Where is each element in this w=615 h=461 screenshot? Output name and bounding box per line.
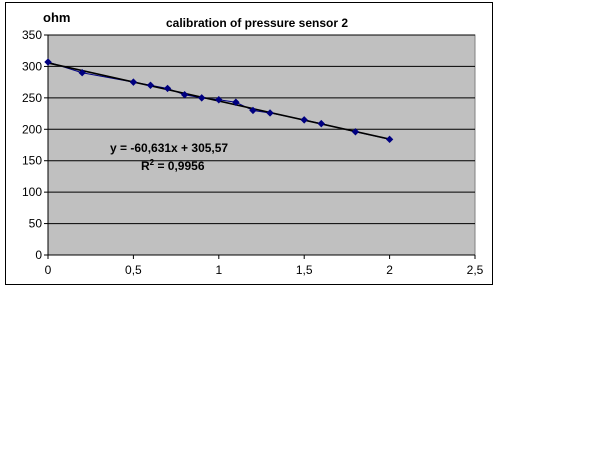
x-tick-label: 1 [215, 263, 222, 277]
data-point [78, 69, 86, 77]
x-tick-label: 0 [45, 263, 52, 277]
y-tick-label: 350 [22, 28, 42, 42]
plot-area [47, 34, 476, 256]
chart-frame: calibration of pressure sensor 2 ohm bar… [5, 2, 493, 285]
y-tick-label: 150 [22, 154, 42, 168]
r-squared-r: R [141, 159, 150, 173]
data-point [180, 91, 189, 99]
data-point [385, 135, 394, 144]
trendline-equation: y = -60,631x + 305,57 [110, 141, 228, 155]
data-point [163, 84, 172, 93]
trendline-annotation: y = -60,631x + 305,57 R2 = 0,9956 [110, 141, 228, 173]
y-tick-label: 100 [22, 185, 42, 199]
y-axis-label: ohm [43, 10, 70, 25]
data-point [198, 94, 206, 102]
x-tick-label: 1,5 [296, 263, 313, 277]
y-tick-label: 250 [22, 91, 42, 105]
x-tick-label: 2 [386, 263, 393, 277]
data-point [129, 78, 138, 86]
data-point [44, 58, 52, 66]
data-point [317, 119, 325, 128]
x-tick-label: 0,5 [125, 263, 142, 277]
y-tick-label: 50 [29, 217, 43, 231]
y-tick-label: 300 [22, 59, 42, 73]
y-tick-label: 0 [35, 248, 42, 262]
data-point [249, 106, 257, 115]
x-tick-label: 2,5 [467, 263, 484, 277]
data-point [300, 116, 308, 124]
chart-svg: calibration of pressure sensor 2 ohm bar… [22, 10, 484, 277]
data-point [351, 128, 360, 136]
data-point [232, 98, 240, 106]
r-squared-value: = 0,9956 [154, 159, 205, 173]
chart-title: calibration of pressure sensor 2 [166, 16, 348, 30]
r-squared-superscript: 2 [150, 158, 155, 167]
plot-layer: 0 50 100 150 200 250 300 350 0 0,5 1 1,5 2 2,5 [22, 28, 484, 277]
data-point [266, 109, 274, 117]
y-tick-label: 200 [22, 122, 42, 136]
data-point [215, 96, 223, 104]
r-squared-label: R2 = 0,9956 [141, 158, 205, 173]
data-point [146, 81, 155, 89]
